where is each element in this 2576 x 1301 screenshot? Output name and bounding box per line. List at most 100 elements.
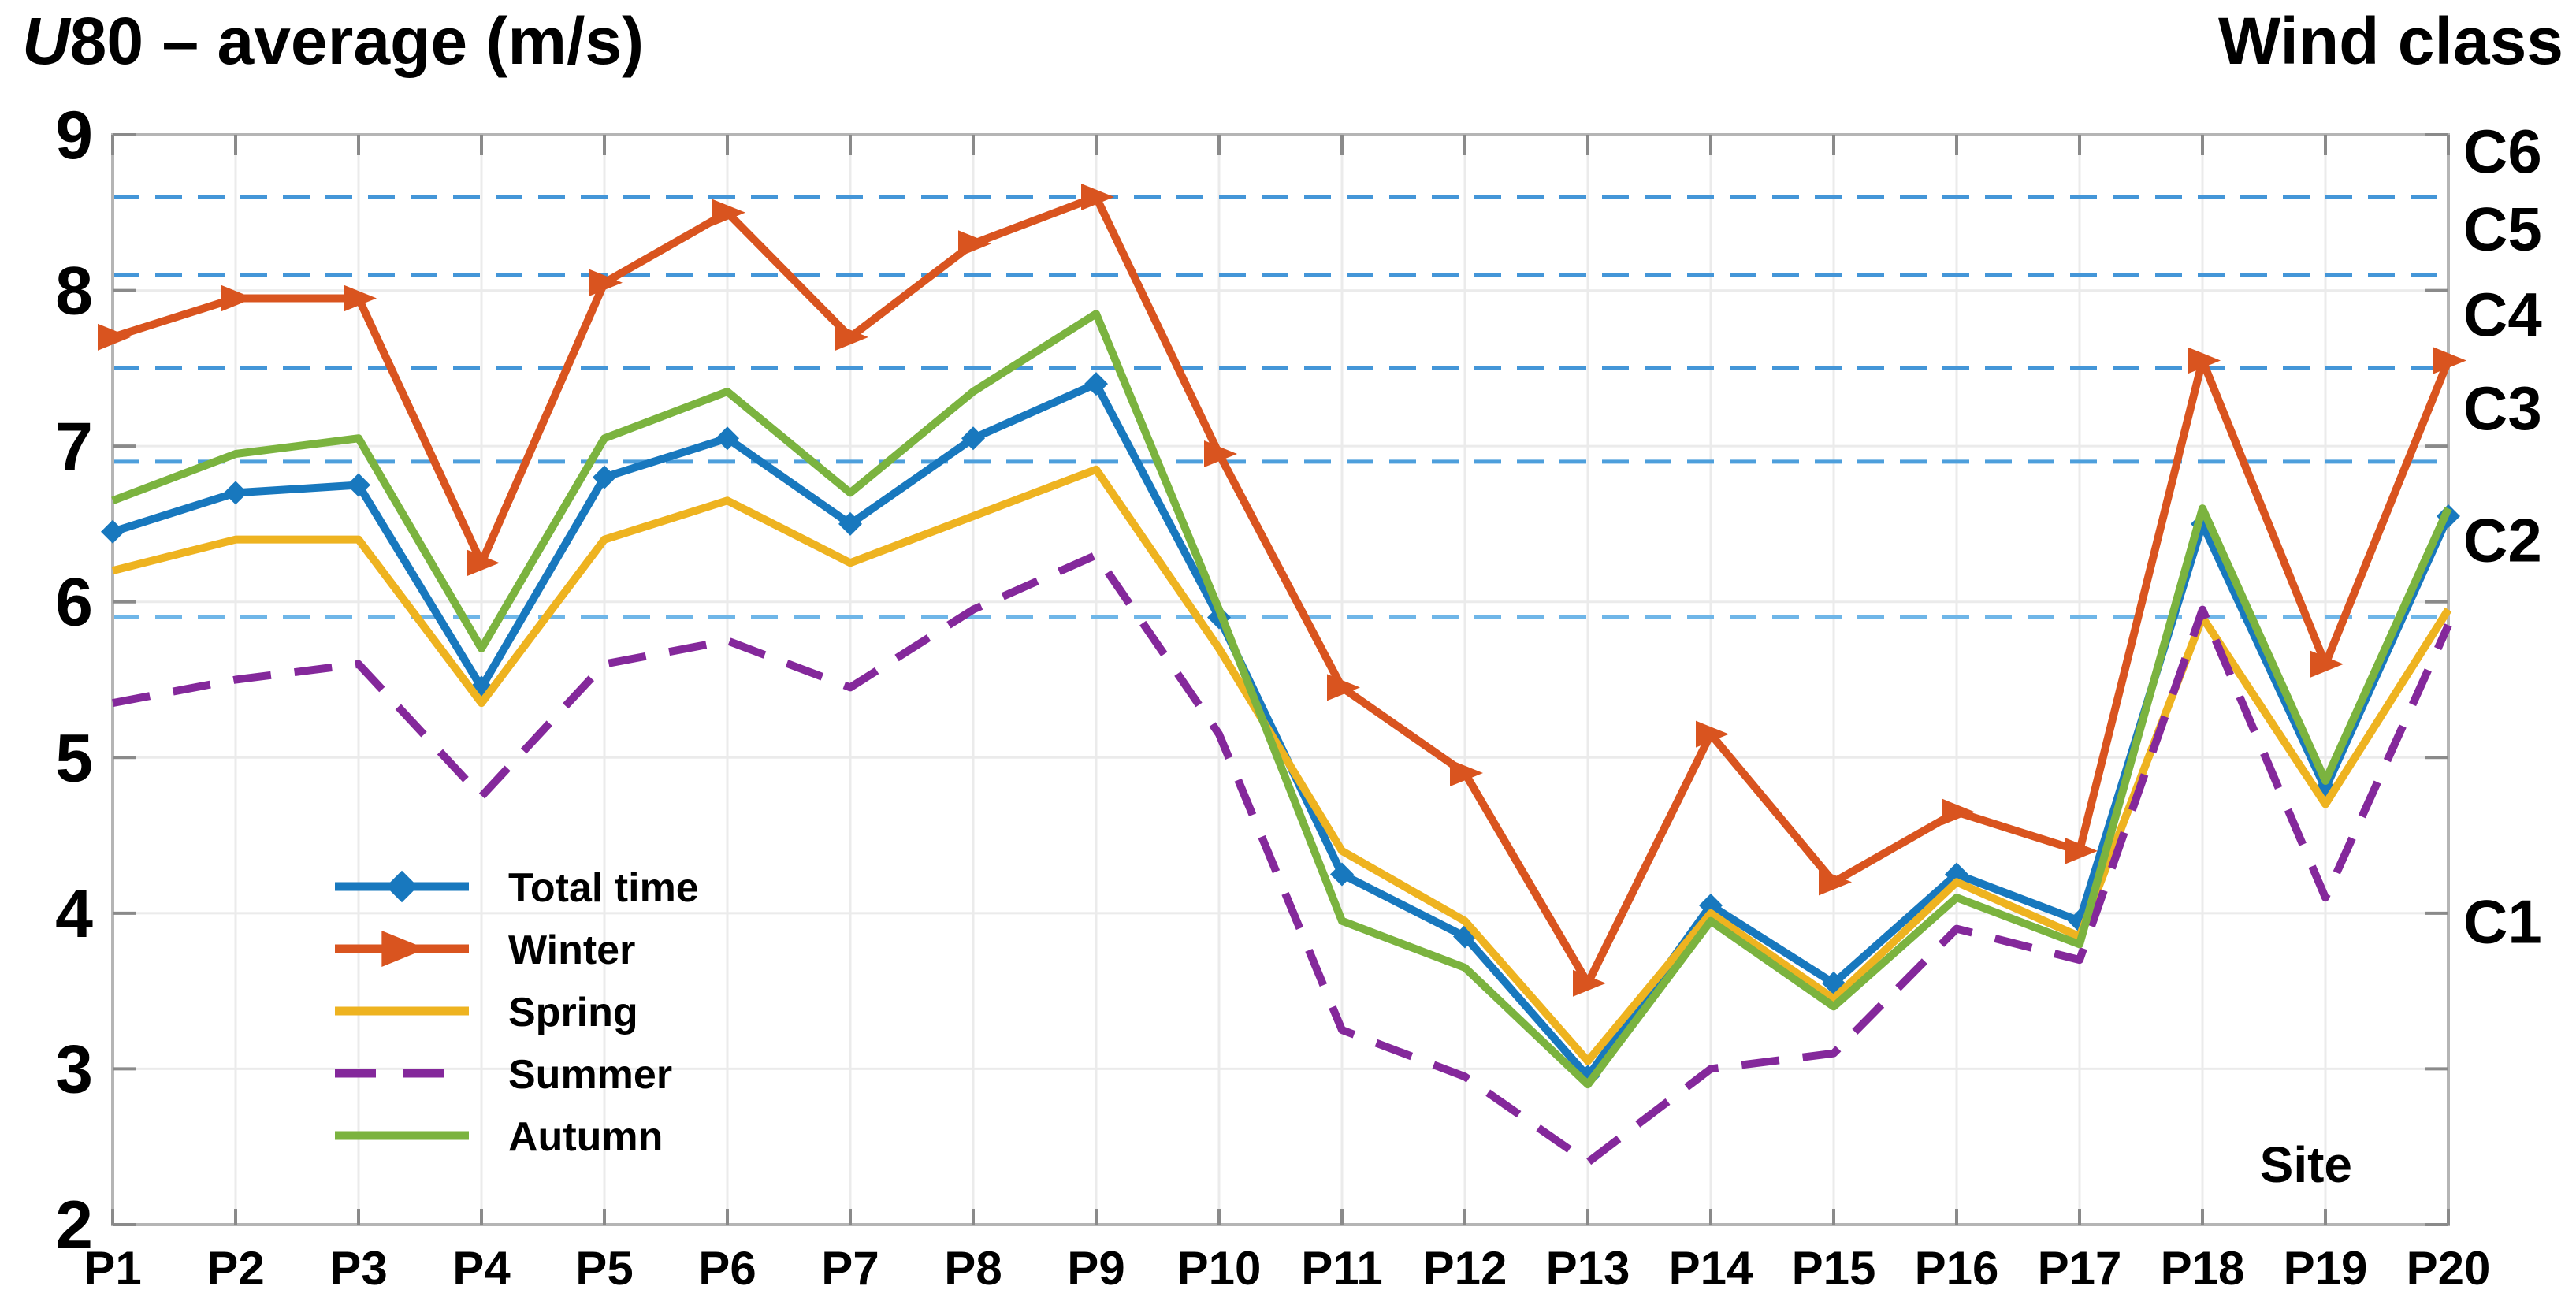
x-tick-label: P12 xyxy=(1423,1242,1507,1295)
y-tick-label: 8 xyxy=(55,254,93,329)
legend-label: Total time xyxy=(508,865,699,911)
winter-marker xyxy=(344,284,377,312)
total-time-marker xyxy=(101,519,125,544)
y-tick-label: 3 xyxy=(55,1032,93,1107)
x-tick-label: P5 xyxy=(575,1242,633,1295)
wind-class-label: C1 xyxy=(2463,887,2542,957)
legend-label: Summer xyxy=(508,1052,672,1098)
winter-marker xyxy=(1573,969,1606,997)
axis-ticks xyxy=(111,133,2450,1226)
series-line xyxy=(111,310,2452,1089)
winter-marker xyxy=(589,269,623,296)
winter-marker xyxy=(835,323,868,351)
x-tick-label: P8 xyxy=(944,1242,1002,1295)
x-tick-label: P17 xyxy=(2038,1242,2122,1295)
title-italic-part: U xyxy=(22,4,70,78)
x-tick-label: P7 xyxy=(821,1242,879,1295)
total-time-marker xyxy=(593,465,616,489)
legend-label: Autumn xyxy=(508,1114,663,1160)
winter-marker xyxy=(467,549,500,577)
legend-item-winter: Winter xyxy=(335,927,635,973)
winter-marker xyxy=(712,199,745,226)
x-tick-label: P3 xyxy=(329,1242,387,1295)
total-time-marker xyxy=(838,511,862,536)
legend-label: Spring xyxy=(508,990,638,1035)
plot-border-rect xyxy=(111,133,2450,1226)
wind-class-label: C5 xyxy=(2463,195,2542,264)
wind-class-boundary-lines xyxy=(113,195,2448,619)
winter-marker xyxy=(1204,440,1237,468)
winter-marker xyxy=(1696,720,1729,748)
plot-border xyxy=(111,133,2450,1226)
total-time-marker xyxy=(1945,862,1968,887)
site-axis-label: Site xyxy=(2260,1136,2352,1193)
winter-marker xyxy=(1819,868,1852,896)
data-series xyxy=(98,184,2466,1166)
series-spring xyxy=(111,465,2452,1065)
series-line xyxy=(111,193,2452,987)
winter-marker xyxy=(2310,650,2344,678)
wind-class-label: C6 xyxy=(2463,117,2542,186)
x-tick-label: P2 xyxy=(206,1242,264,1295)
x-tick-label: P14 xyxy=(1669,1242,1753,1295)
legend-label: Winter xyxy=(508,927,635,973)
series-line xyxy=(111,465,2452,1065)
legend-item-total-time: Total time xyxy=(335,865,699,911)
series-winter xyxy=(98,184,2466,997)
winter-marker xyxy=(1327,674,1360,701)
x-tick-label: P18 xyxy=(2161,1242,2245,1295)
title-rest-part: 80 – average (m/s) xyxy=(69,4,645,78)
x-tick-label: P20 xyxy=(2407,1242,2491,1295)
right-axis-title: Wind class xyxy=(2217,4,2563,78)
left-axis-title: U80 – average (m/s) xyxy=(22,3,644,80)
axis-labels: 9 8 7 6 5 4 3 2P1 P2 P3 P4 P5 P6 P7 P8 P9 P10 P11 P12 P13 P1… xyxy=(55,98,2542,1295)
winter-marker xyxy=(2065,837,2098,864)
y-tick-label: 5 xyxy=(55,720,93,796)
winter-marker xyxy=(1450,760,1483,787)
total-time-marker xyxy=(224,481,247,505)
winter-marker xyxy=(98,323,131,351)
x-tick-label: P1 xyxy=(84,1242,141,1295)
total-time-marker xyxy=(1084,372,1108,396)
wind-class-label: C2 xyxy=(2463,506,2542,575)
winter-marker xyxy=(1081,184,1114,211)
x-tick-label: P6 xyxy=(698,1242,756,1295)
total-time-marker xyxy=(716,426,739,451)
y-tick-label: 2 xyxy=(55,1188,93,1263)
winter-marker xyxy=(381,931,427,967)
wind-class-label: C4 xyxy=(2463,280,2542,349)
x-tick-label: P9 xyxy=(1067,1242,1124,1295)
series-line xyxy=(111,380,2452,1081)
x-tick-label: P13 xyxy=(1546,1242,1630,1295)
total-time-marker xyxy=(385,870,418,903)
winter-marker xyxy=(958,230,991,258)
total-time-marker xyxy=(1330,862,1354,887)
winter-marker xyxy=(221,284,254,312)
legend-item-spring: Spring xyxy=(335,990,638,1035)
winter-marker xyxy=(2188,347,2221,374)
x-tick-label: P10 xyxy=(1177,1242,1262,1295)
winter-marker xyxy=(1942,798,1975,826)
x-tick-label: P4 xyxy=(452,1242,511,1295)
x-tick-label: P19 xyxy=(2284,1242,2368,1295)
total-time-marker xyxy=(961,426,985,451)
series-autumn xyxy=(111,310,2452,1089)
x-tick-label: P16 xyxy=(1915,1242,1999,1295)
x-tick-label: P11 xyxy=(1301,1242,1382,1295)
y-tick-label: 6 xyxy=(55,565,93,641)
y-tick-label: 7 xyxy=(55,409,93,485)
legend-item-autumn: Autumn xyxy=(335,1114,663,1160)
series-summer xyxy=(112,551,2452,1166)
winter-marker xyxy=(2433,347,2466,374)
y-tick-label: 9 xyxy=(55,98,93,173)
total-time-marker xyxy=(347,473,370,497)
wind-class-label: C3 xyxy=(2463,374,2542,443)
legend-item-summer: Summer xyxy=(335,1052,672,1098)
y-tick-label: 4 xyxy=(55,876,93,952)
total-time-marker xyxy=(1699,893,1723,917)
series-line xyxy=(112,551,2452,1166)
legend: Total time Winter Spring Summer Autumn xyxy=(335,865,699,1160)
x-tick-label: P15 xyxy=(1792,1242,1876,1295)
